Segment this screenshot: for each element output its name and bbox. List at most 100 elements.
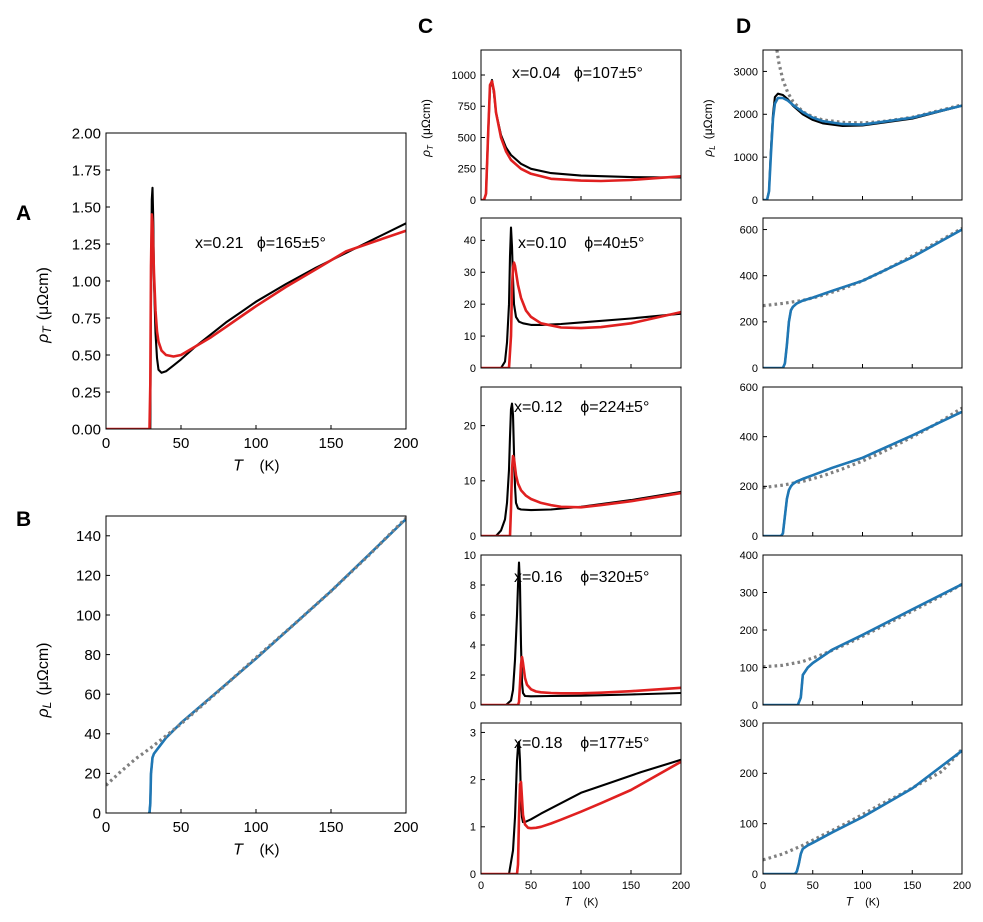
x-axis-unit: (K)	[865, 897, 880, 909]
y-tick-label: 400	[740, 432, 758, 444]
y-tick-label: 1.25	[72, 236, 101, 253]
series-data-line	[763, 410, 962, 536]
y-tick-label: 6	[470, 610, 476, 622]
y-tick-label: 10	[464, 331, 476, 343]
x-tick-label: 0	[102, 435, 110, 452]
series-data-line	[481, 561, 681, 705]
series-fit-line	[763, 583, 962, 705]
chart-c4: 0 2 4 6 8 10 x=0.16 ϕ=320±5°	[464, 550, 682, 712]
y-tick-label: 0.25	[72, 384, 101, 401]
y-tick-label: 600	[740, 382, 758, 394]
x-tick-label: 150	[622, 880, 640, 892]
y-tick-label: 20	[464, 420, 476, 432]
chart-d2: 0 200 400 600	[740, 217, 963, 375]
annotation-label: x=0.12 ϕ=224±5°	[514, 399, 649, 416]
y-tick-label: 750	[458, 101, 476, 113]
y-tick-label: 20	[464, 299, 476, 311]
series-data-line	[763, 749, 962, 874]
plot-frame	[762, 386, 963, 537]
y-tick-label: 120	[76, 568, 101, 585]
y-axis-label: ρT (μΩcm)	[419, 99, 435, 158]
plot-frame	[762, 722, 963, 875]
series-data-line	[481, 740, 681, 874]
x-tick-label: 50	[173, 819, 190, 836]
x-tick-label: 150	[903, 880, 921, 892]
x-tick-label: 0	[760, 880, 766, 892]
y-tick-label: 4	[470, 640, 476, 652]
y-tick-label: 10	[464, 550, 476, 562]
x-tick-label: 100	[243, 435, 268, 452]
annotation-label: x=0.21 ϕ=165±5°	[195, 235, 326, 252]
y-axis-symbol: ρ	[35, 334, 52, 344]
series-fit-line	[763, 228, 962, 368]
x-tick-label: 0	[102, 819, 110, 836]
series-normal-line	[763, 748, 962, 862]
y-tick-label: 2	[470, 670, 476, 682]
y-tick-label: 200	[740, 481, 758, 493]
chart-d5: 0 100 200 300 0 50 100 150 200 T (K)	[740, 718, 972, 909]
y-axis-label: ρL (μΩcm)	[35, 642, 54, 718]
y-tick-label: 30	[464, 267, 476, 279]
y-tick-label: 0	[470, 869, 476, 881]
annotation-label: x=0.10 ϕ=40±5°	[518, 235, 644, 252]
y-tick-label: 2	[470, 774, 476, 786]
y-tick-label: 60	[84, 686, 101, 703]
series-normal-line	[106, 516, 406, 787]
y-tick-label: 0	[752, 700, 758, 712]
x-axis-label: T	[846, 895, 855, 909]
y-tick-label: 500	[458, 132, 476, 144]
y-tick-label: 0	[93, 805, 101, 822]
y-tick-label: 0	[752, 195, 758, 207]
y-tick-label: 0	[470, 700, 476, 712]
y-tick-label: 1000	[734, 152, 758, 164]
x-tick-label: 200	[393, 819, 418, 836]
series-fit-line	[763, 749, 962, 874]
y-tick-label: 600	[740, 224, 758, 236]
series-fit-line	[148, 518, 406, 813]
chart-d3: 0 200 400 600	[740, 382, 963, 543]
chart-c2: 0 10 20 30 40 x=0.10 ϕ=40±5°	[464, 217, 682, 375]
chart-c5: 0 1 2 3 0 50 100 150 200 T (K) x=0.18 ϕ=177±5°	[470, 722, 690, 909]
y-tick-label: 0	[752, 363, 758, 375]
x-tick-label: 200	[953, 880, 971, 892]
series-fit-line	[481, 80, 681, 200]
x-axis-unit: (K)	[584, 897, 599, 909]
y-tick-label: 1.75	[72, 162, 101, 179]
y-tick-label: 2.00	[72, 125, 101, 142]
series-normal-line	[763, 406, 962, 490]
y-axis-subscript: T	[40, 325, 54, 334]
annotation-label: x=0.04 ϕ=107±5°	[512, 65, 643, 82]
plot-frame	[762, 554, 963, 706]
series-data-line	[763, 92, 962, 200]
series-fit-line	[763, 410, 962, 536]
series-fit-line	[481, 454, 681, 536]
x-tick-label: 200	[393, 435, 418, 452]
y-tick-label: 3000	[734, 66, 758, 78]
x-axis-unit: (K)	[260, 842, 280, 859]
x-axis-label: T	[233, 842, 244, 859]
x-axis-unit: (K)	[260, 458, 280, 475]
y-tick-label: 140	[76, 528, 101, 545]
chart-d4: 0 100 200 300 400	[740, 550, 963, 712]
y-axis-symbol: ρ	[35, 708, 52, 718]
y-tick-label: 100	[76, 607, 101, 624]
x-tick-label: 200	[672, 880, 690, 892]
y-axis-symbol: ρ	[419, 150, 433, 158]
series-data-line	[148, 518, 406, 813]
plot-frame	[762, 217, 963, 369]
panel-label-b: B	[16, 508, 31, 531]
y-tick-label: 100	[740, 819, 758, 831]
y-axis-unit: (μΩcm)	[701, 99, 715, 139]
series-data-line	[481, 78, 681, 200]
y-tick-label: 1000	[452, 70, 476, 82]
series-normal-line	[763, 582, 962, 669]
y-tick-label: 2000	[734, 109, 758, 121]
y-tick-label: 0	[752, 869, 758, 881]
series-data-line	[481, 226, 681, 368]
y-tick-label: 40	[84, 726, 101, 743]
x-tick-label: 150	[318, 819, 343, 836]
y-tick-label: 0	[752, 531, 758, 543]
annotation-label: x=0.18 ϕ=177±5°	[514, 735, 649, 752]
chart-c1: 0 250 500 750 1000 ρT (μΩcm) x=0.04 ϕ=107±5°	[419, 49, 682, 207]
